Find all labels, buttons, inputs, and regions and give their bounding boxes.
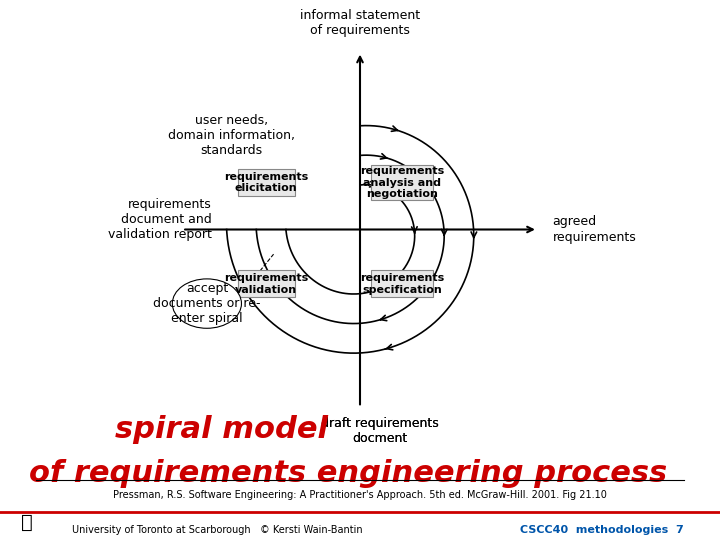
Text: user needs,
domain information,
standards: user needs, domain information, standard… [168, 114, 295, 157]
Text: requirements
specification: requirements specification [360, 273, 444, 295]
Text: requirements
analysis and
negotiation: requirements analysis and negotiation [360, 166, 444, 199]
FancyBboxPatch shape [371, 165, 433, 200]
Text: draft requirements
docment: draft requirements docment [321, 417, 438, 445]
Text: 🛡: 🛡 [21, 513, 33, 532]
Text: informal statement
of requirements: informal statement of requirements [300, 9, 420, 37]
Text: of requirements engineering process: of requirements engineering process [29, 460, 667, 488]
Text: requirements
elicitation: requirements elicitation [224, 172, 308, 193]
Text: accept
documents or re-
enter spiral: accept documents or re- enter spiral [153, 282, 261, 325]
FancyBboxPatch shape [371, 270, 433, 298]
Text: requirements
validation: requirements validation [224, 273, 308, 295]
Text: Pressman, R.S. Software Engineering: A Practitioner's Approach. 5th ed. McGraw-H: Pressman, R.S. Software Engineering: A P… [113, 490, 607, 500]
Text: agreed
requirements: agreed requirements [553, 215, 636, 244]
Text: requirements
document and
validation report: requirements document and validation rep… [108, 198, 212, 241]
Ellipse shape [172, 279, 241, 328]
FancyBboxPatch shape [238, 270, 294, 298]
Text: University of Toronto at Scarborough   © Kersti Wain-Bantin: University of Toronto at Scarborough © K… [72, 525, 363, 535]
Text: spiral model: spiral model [115, 415, 328, 444]
Text: CSCC40  methodologies  7: CSCC40 methodologies 7 [521, 525, 684, 535]
FancyBboxPatch shape [238, 169, 294, 196]
Text: draft requirements
docment: draft requirements docment [321, 417, 438, 445]
